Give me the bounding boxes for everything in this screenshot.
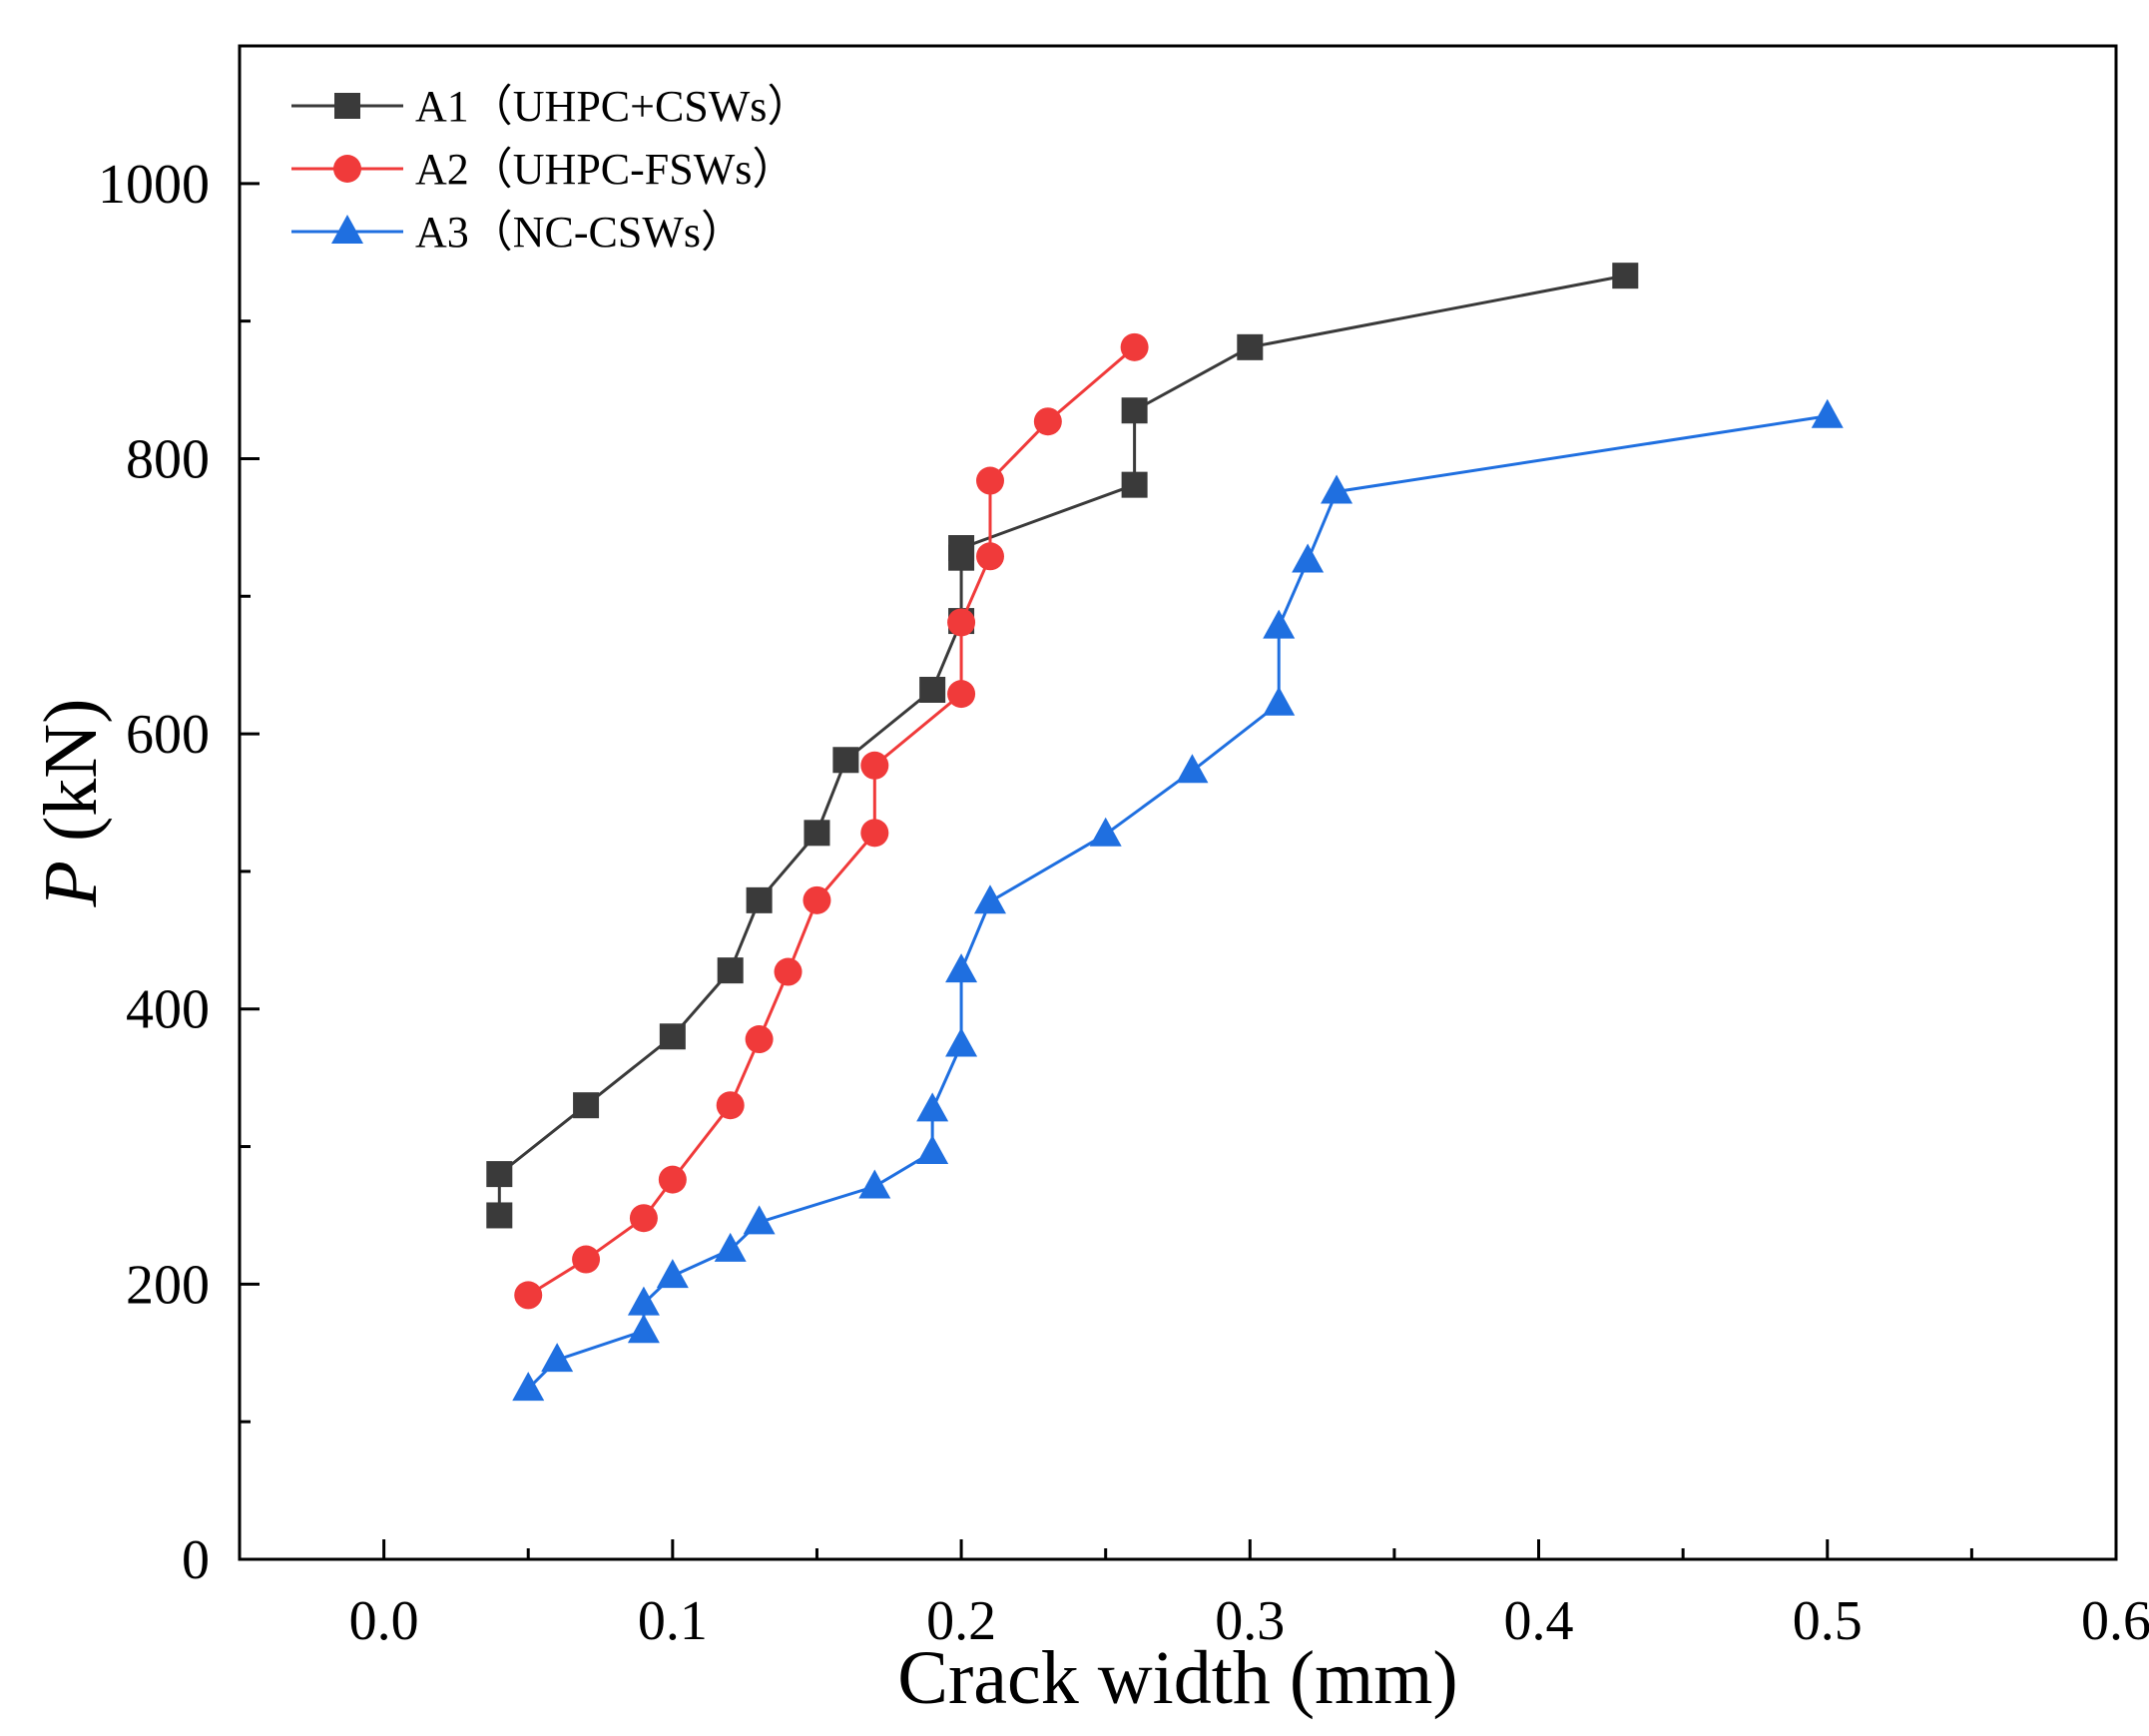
legend-label: A1（UHPC+CSWs） — [415, 82, 810, 131]
data-point — [919, 676, 946, 703]
x-tick-label: 0.0 — [349, 1590, 419, 1652]
series-1 — [486, 263, 1639, 1229]
axis-ticks — [238, 182, 2118, 1561]
data-point — [745, 1025, 774, 1054]
tick-labels: 0.0 0.1 0.2 0.3 0.4 0.5 0.6 0 200 400 600 800 1000 — [98, 154, 2149, 1652]
data-point — [804, 820, 830, 847]
data-point — [714, 1232, 747, 1262]
y-tick-label: 1000 — [98, 154, 210, 216]
data-point — [573, 1092, 600, 1119]
data-point — [1612, 263, 1639, 289]
plot-series — [486, 263, 1844, 1402]
data-point — [858, 1169, 891, 1199]
x-tick-label: 0.4 — [1504, 1590, 1574, 1652]
data-point — [746, 886, 773, 913]
y-axis-symbol: P — [29, 861, 113, 907]
series-2 — [514, 332, 1149, 1310]
y-tick-label: 600 — [126, 704, 210, 766]
data-point — [486, 1161, 513, 1188]
data-point — [1237, 333, 1264, 360]
y-tick-label: 400 — [126, 979, 210, 1041]
data-point — [716, 1091, 745, 1120]
y-tick-label: 800 — [126, 428, 210, 490]
data-point — [1292, 543, 1325, 573]
legend-item: A1（UHPC+CSWs） — [291, 82, 810, 131]
legend-marker — [331, 215, 363, 244]
x-tick-label: 0.3 — [1215, 1590, 1285, 1652]
legend-label: A3（NC-CSWs） — [415, 208, 745, 257]
data-point — [512, 1372, 545, 1402]
y-axis-title: P (kN) — [29, 699, 113, 908]
series-line — [497, 274, 1626, 1216]
data-point — [1176, 754, 1209, 784]
data-point — [627, 1286, 660, 1316]
data-point — [486, 1202, 513, 1229]
data-point — [945, 953, 978, 983]
data-point — [803, 885, 831, 914]
data-point — [743, 1205, 776, 1235]
data-point — [976, 466, 1004, 495]
data-point — [945, 1027, 978, 1057]
data-point — [1089, 817, 1122, 847]
x-tick-label: 0.1 — [638, 1590, 708, 1652]
data-point — [1120, 332, 1149, 361]
data-point — [572, 1245, 601, 1274]
data-point — [916, 1092, 949, 1122]
data-point — [717, 957, 744, 984]
legend-item: A3（NC-CSWs） — [291, 208, 745, 257]
data-point — [832, 747, 859, 774]
plot-frame — [238, 44, 2118, 1561]
data-point — [1121, 471, 1148, 498]
y-tick-label: 200 — [126, 1254, 210, 1316]
y-axis-unit: (kN) — [29, 699, 113, 862]
x-tick-label: 0.5 — [1793, 1590, 1863, 1652]
data-point — [947, 680, 976, 709]
legend: A1（UHPC+CSWs） A2（UHPC-FSWs） A3（NC-CSWs） — [291, 82, 810, 257]
series-line — [527, 345, 1136, 1297]
legend-label: A2（UHPC-FSWs） — [415, 145, 796, 194]
data-point — [514, 1281, 543, 1310]
data-point — [976, 542, 1004, 571]
series-line — [527, 414, 1828, 1391]
data-point — [658, 1165, 687, 1194]
data-point — [860, 751, 889, 780]
data-point — [1121, 397, 1148, 424]
x-tick-label: 0.6 — [2081, 1590, 2149, 1652]
data-point — [1033, 407, 1062, 436]
data-point — [974, 884, 1006, 914]
data-point — [916, 1135, 949, 1165]
data-point — [860, 819, 889, 848]
data-point — [1263, 609, 1296, 639]
data-point — [1321, 474, 1353, 504]
data-point — [541, 1343, 574, 1373]
x-axis-title: Crack width (mm) — [897, 1636, 1457, 1720]
legend-item: A2（UHPC-FSWs） — [291, 145, 796, 194]
data-point — [1811, 398, 1844, 428]
series-3 — [512, 398, 1844, 1402]
data-point — [774, 957, 803, 986]
y-tick-label: 0 — [182, 1529, 210, 1591]
legend-marker — [333, 155, 361, 183]
data-point — [656, 1259, 689, 1289]
data-point — [947, 608, 976, 637]
data-point — [659, 1023, 686, 1050]
x-tick-label: 0.2 — [926, 1590, 996, 1652]
data-point — [629, 1204, 658, 1233]
legend-marker — [334, 93, 360, 119]
data-point — [627, 1314, 660, 1344]
data-point — [948, 535, 975, 562]
data-point — [1263, 686, 1296, 716]
